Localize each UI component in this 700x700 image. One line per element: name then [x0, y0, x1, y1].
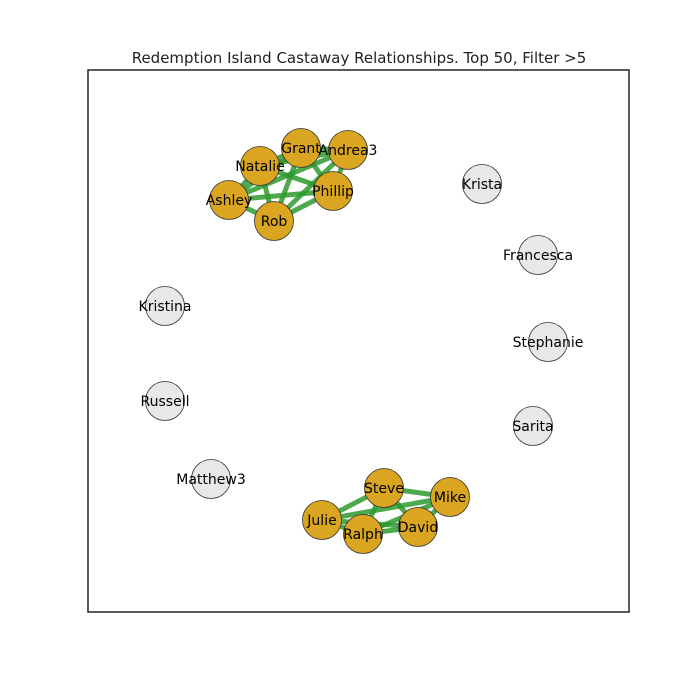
- node-ashley[interactable]: Ashley: [206, 180, 253, 220]
- node-label: Andrea3: [319, 143, 378, 159]
- node-label: Francesca: [503, 248, 573, 264]
- node-circle: [191, 459, 231, 499]
- node-phillip[interactable]: Phillip: [312, 171, 354, 211]
- node-circle: [313, 171, 353, 211]
- node-sarita[interactable]: Sarita: [512, 406, 554, 446]
- node-circle: [254, 201, 294, 241]
- node-circle: [209, 180, 249, 220]
- node-david[interactable]: David: [398, 507, 438, 547]
- node-label: David: [398, 520, 438, 536]
- node-francesca[interactable]: Francesca: [503, 235, 573, 275]
- node-label: Ralph: [343, 527, 383, 543]
- node-label: Krista: [462, 177, 502, 193]
- node-kristina[interactable]: Kristina: [139, 286, 192, 326]
- node-rob[interactable]: Rob: [254, 201, 294, 241]
- node-circle: [281, 128, 321, 168]
- node-julie[interactable]: Julie: [302, 500, 342, 540]
- node-label: Ashley: [206, 193, 253, 209]
- node-label: Sarita: [512, 419, 553, 435]
- node-circle: [430, 477, 470, 517]
- node-krista[interactable]: Krista: [462, 164, 502, 204]
- node-label: Russell: [141, 394, 190, 410]
- node-matthew3[interactable]: Matthew3: [176, 459, 246, 499]
- plot-frame: [87, 69, 630, 613]
- node-label: Natalie: [235, 159, 285, 175]
- node-circle: [462, 164, 502, 204]
- node-circle: [145, 286, 185, 326]
- node-mike[interactable]: Mike: [430, 477, 470, 517]
- node-circle: [302, 500, 342, 540]
- graph-title: Redemption Island Castaway Relationships…: [132, 49, 587, 67]
- node-circle: [518, 235, 558, 275]
- node-circle: [364, 468, 404, 508]
- node-label: Mike: [434, 490, 466, 506]
- node-circle: [240, 146, 280, 186]
- node-label: Julie: [306, 513, 336, 529]
- node-ralph[interactable]: Ralph: [343, 514, 383, 554]
- node-label: Matthew3: [176, 472, 245, 488]
- node-label: Grant: [281, 141, 321, 157]
- node-stephanie[interactable]: Stephanie: [513, 322, 584, 362]
- node-label: Steve: [364, 481, 404, 497]
- edge-mike-julie: [319, 494, 453, 523]
- node-natalie[interactable]: Natalie: [235, 146, 285, 186]
- node-circle: [513, 406, 553, 446]
- node-circle: [145, 381, 185, 421]
- node-label: Rob: [261, 214, 288, 230]
- node-circle: [328, 130, 368, 170]
- node-label: Kristina: [139, 299, 192, 315]
- node-circle: [528, 322, 568, 362]
- node-circle: [398, 507, 438, 547]
- node-label: Phillip: [312, 184, 354, 200]
- node-russell[interactable]: Russell: [141, 381, 190, 421]
- node-grant[interactable]: Grant: [281, 128, 321, 168]
- node-steve[interactable]: Steve: [364, 468, 404, 508]
- node-andrea3[interactable]: Andrea3: [319, 130, 378, 170]
- node-label: Stephanie: [513, 335, 584, 351]
- node-circle: [343, 514, 383, 554]
